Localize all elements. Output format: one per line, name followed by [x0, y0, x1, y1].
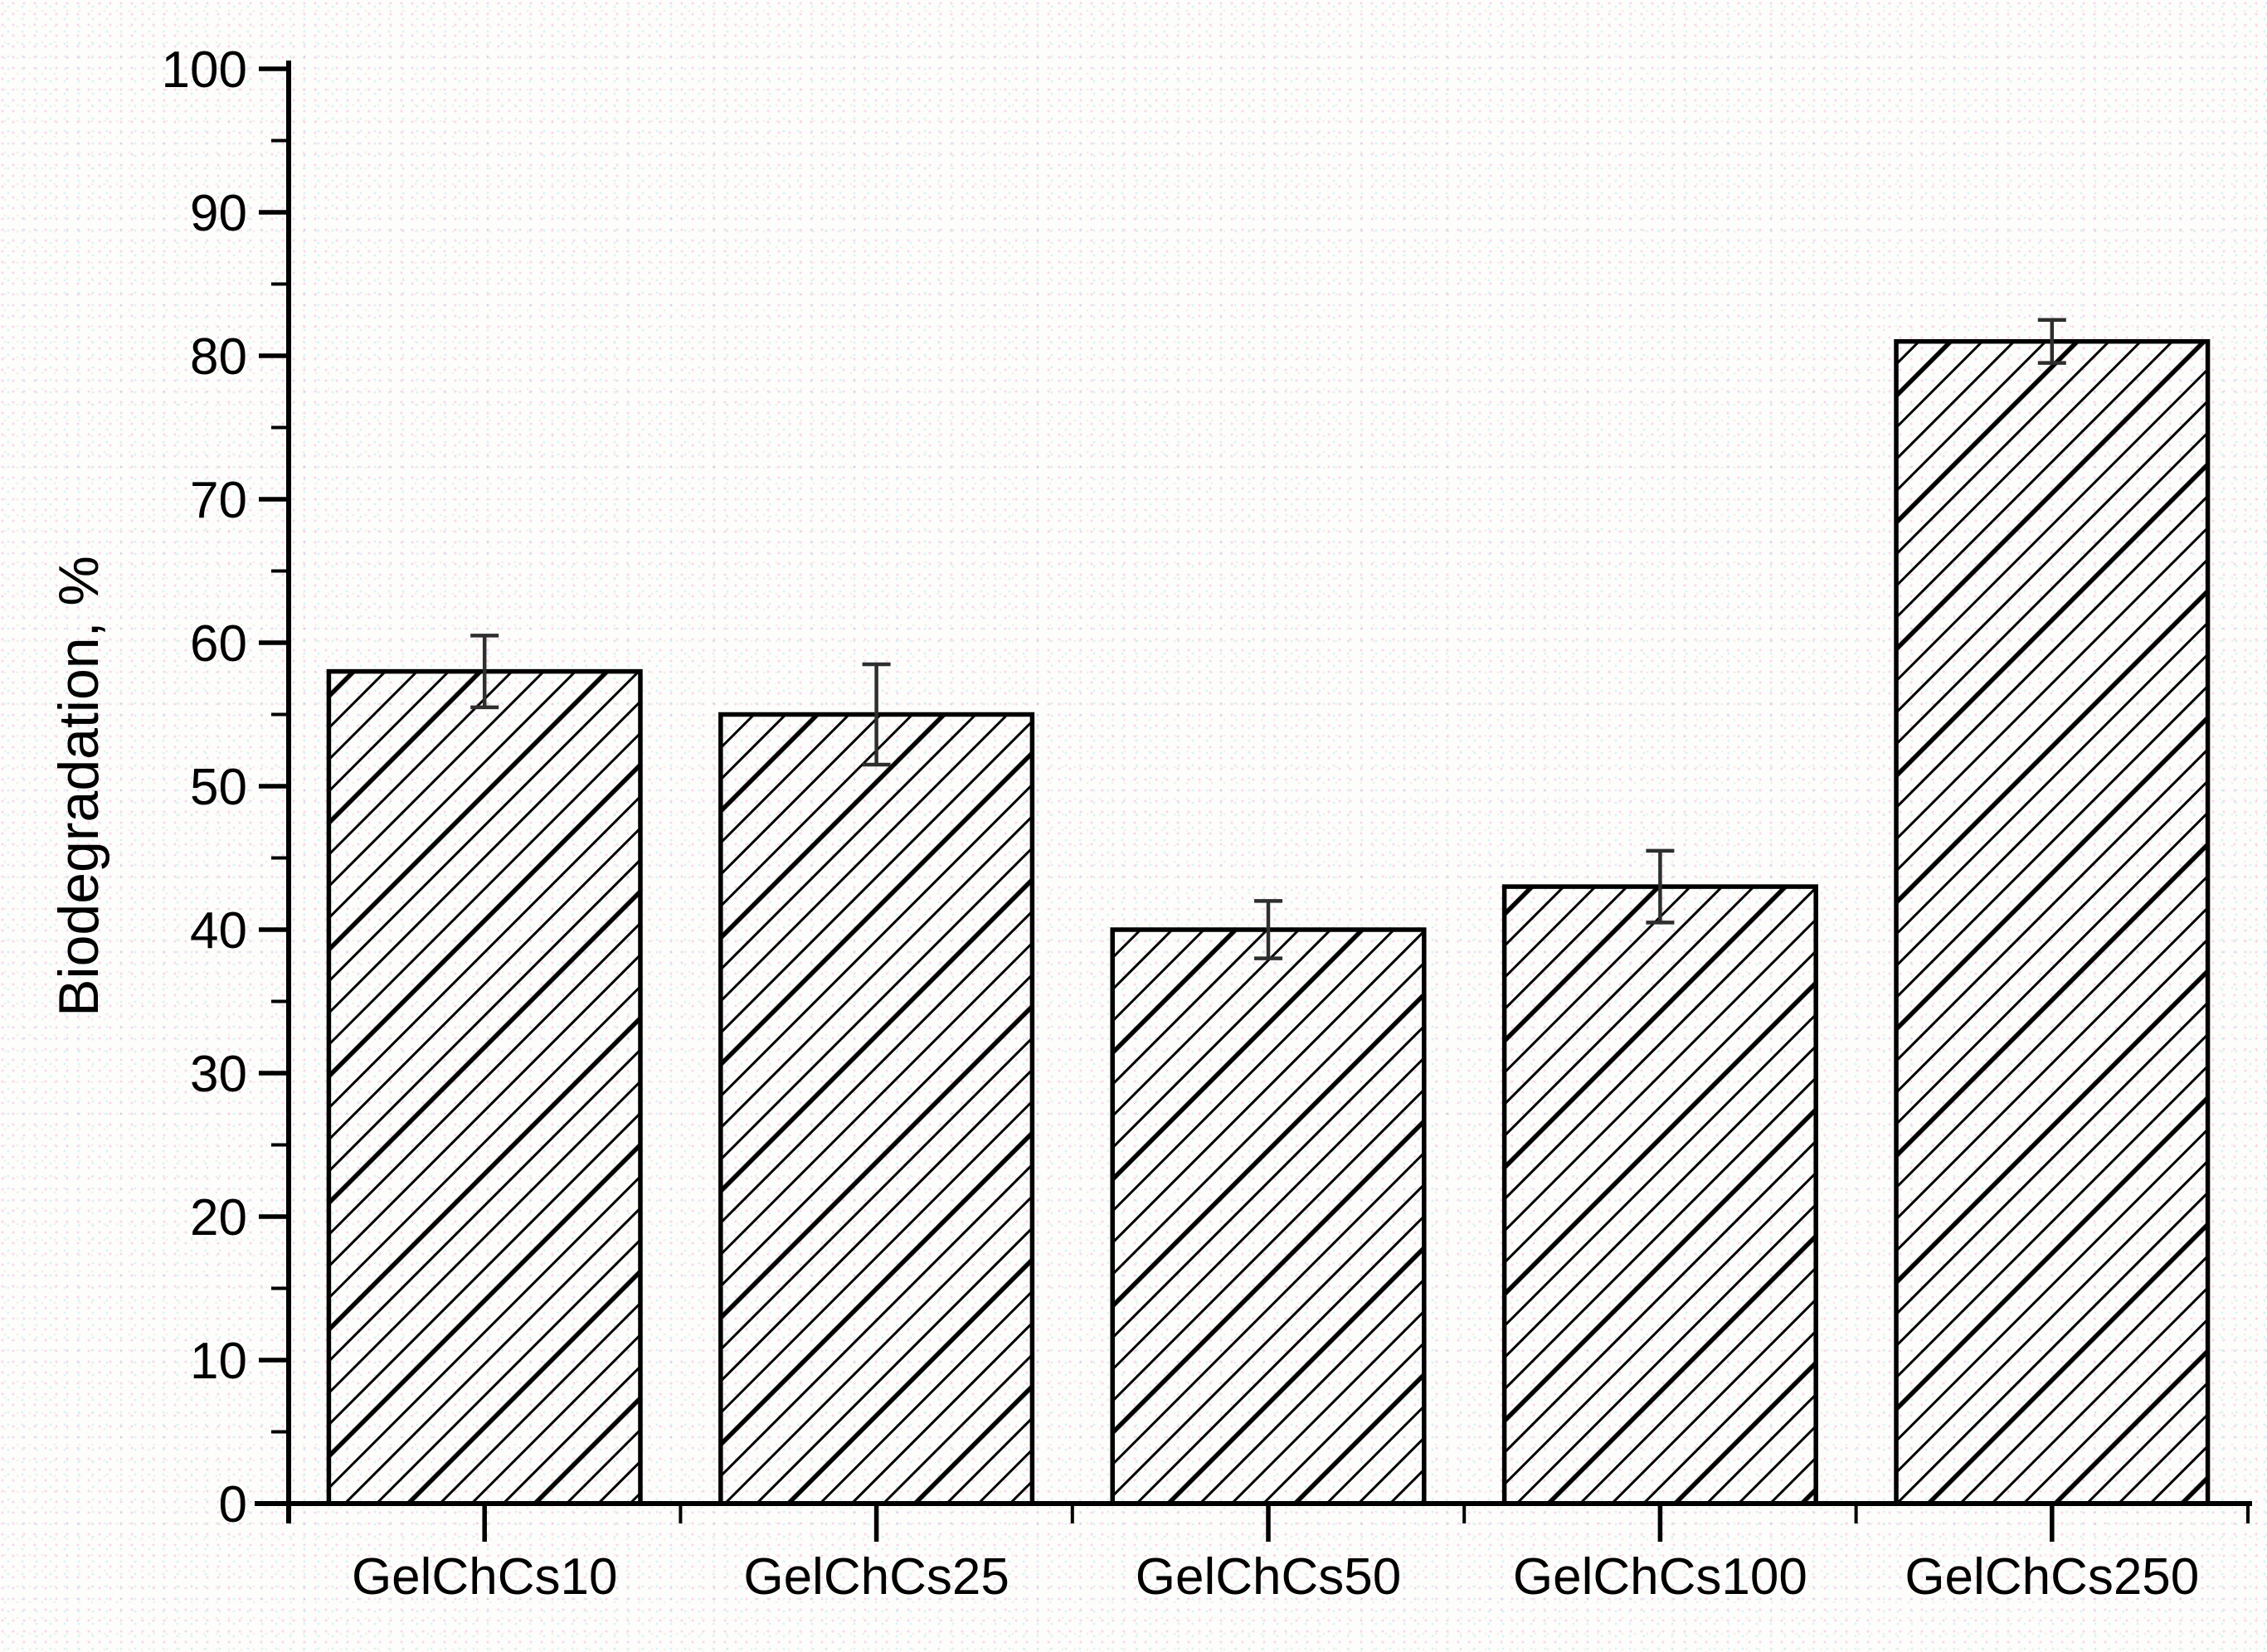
y-tick-label: 20 [190, 1189, 247, 1246]
x-ticks-group: GelChCs10 GelChCs25 GelChCs50 GelChCs100 Gel… [352, 1504, 2250, 1606]
error-bar-GelChCs100 [1646, 848, 1675, 925]
x-category-label: GelChCs100 [1513, 1548, 1807, 1606]
error-bar-GelChCs25 [862, 662, 891, 767]
error-bar-GelChCs250 [2037, 318, 2066, 365]
bar-hatch-fill [1504, 887, 1817, 1504]
bar-GelChCs10 [326, 668, 643, 1506]
y-tick-label: 40 [190, 902, 247, 960]
y-tick-label: 70 [190, 472, 247, 529]
y-tick-label: 50 [190, 759, 247, 816]
bar-GelChCs100 [1501, 884, 1818, 1506]
bar-hatch-fill [1896, 341, 2208, 1504]
bars-group [326, 318, 2211, 1506]
y-tick-label: 90 [190, 185, 247, 242]
x-category-label: GelChCs10 [352, 1548, 617, 1606]
y-ticks-group: 0 10 20 30 40 50 60 70 80 90 100 [162, 41, 289, 1533]
x-category-label: GelChCs250 [1905, 1548, 2199, 1606]
bar-hatch-fill [1112, 930, 1424, 1504]
axes-group [255, 61, 2252, 1523]
y-tick-label: 60 [190, 615, 247, 673]
y-tick-label: 80 [190, 328, 247, 386]
y-tick-label: 10 [190, 1333, 247, 1390]
bar-GelChCs25 [718, 712, 1035, 1506]
bar-GelChCs250 [1894, 338, 2211, 1506]
bar-hatch-fill [328, 671, 640, 1504]
error-bar-GelChCs10 [470, 634, 499, 710]
bar-hatch-fill [720, 714, 1033, 1504]
bar-GelChCs50 [1110, 927, 1427, 1506]
error-bar-GelChCs50 [1254, 899, 1282, 960]
x-category-label: GelChCs50 [1136, 1548, 1401, 1606]
y-tick-label: 100 [162, 41, 247, 99]
y-tick-label: 0 [219, 1476, 247, 1533]
y-tick-label: 30 [190, 1046, 247, 1103]
y-axis-title: Biodegradation, % [47, 556, 110, 1017]
x-category-label: GelChCs25 [743, 1548, 1009, 1606]
